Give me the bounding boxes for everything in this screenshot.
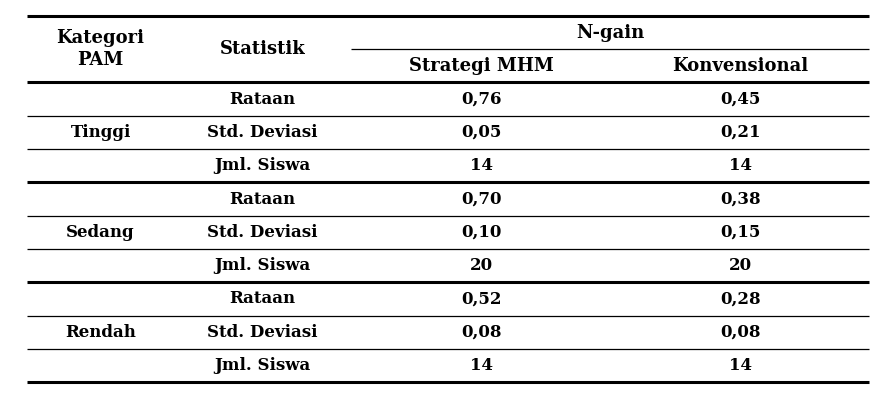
Text: Strategi MHM: Strategi MHM <box>409 57 554 75</box>
Text: Std. Deviasi: Std. Deviasi <box>208 124 318 141</box>
Text: Rendah: Rendah <box>65 324 136 341</box>
Text: 0,21: 0,21 <box>720 124 761 141</box>
Text: Jml. Siswa: Jml. Siswa <box>214 157 311 174</box>
Text: 0,45: 0,45 <box>720 91 761 107</box>
Text: Tinggi: Tinggi <box>71 124 131 141</box>
Text: 0,15: 0,15 <box>720 224 761 241</box>
Text: 14: 14 <box>470 157 493 174</box>
Text: Jml. Siswa: Jml. Siswa <box>214 357 311 374</box>
Text: 20: 20 <box>729 257 753 274</box>
Text: Std. Deviasi: Std. Deviasi <box>208 324 318 341</box>
Text: 0,28: 0,28 <box>720 291 761 307</box>
Text: 14: 14 <box>729 357 752 374</box>
Text: 0,76: 0,76 <box>461 91 502 107</box>
Text: 0,08: 0,08 <box>720 324 761 341</box>
Text: Rataan: Rataan <box>229 191 296 207</box>
Text: Rataan: Rataan <box>229 291 296 307</box>
Text: 0,70: 0,70 <box>461 191 502 207</box>
Text: 14: 14 <box>470 357 493 374</box>
Text: Std. Deviasi: Std. Deviasi <box>208 224 318 241</box>
Text: 0,10: 0,10 <box>461 224 502 241</box>
Text: 14: 14 <box>729 157 752 174</box>
Text: 0,38: 0,38 <box>720 191 761 207</box>
Text: Jml. Siswa: Jml. Siswa <box>214 257 311 274</box>
Text: Kategori
PAM: Kategori PAM <box>56 29 144 69</box>
Text: Rataan: Rataan <box>229 91 296 107</box>
Text: Konvensional: Konvensional <box>673 57 809 75</box>
Text: 0,08: 0,08 <box>461 324 502 341</box>
Text: Statistik: Statistik <box>220 40 306 58</box>
Text: 20: 20 <box>470 257 494 274</box>
Text: 0,52: 0,52 <box>461 291 502 307</box>
Text: 0,05: 0,05 <box>461 124 502 141</box>
Text: N-gain: N-gain <box>576 23 644 41</box>
Text: Sedang: Sedang <box>66 224 135 241</box>
